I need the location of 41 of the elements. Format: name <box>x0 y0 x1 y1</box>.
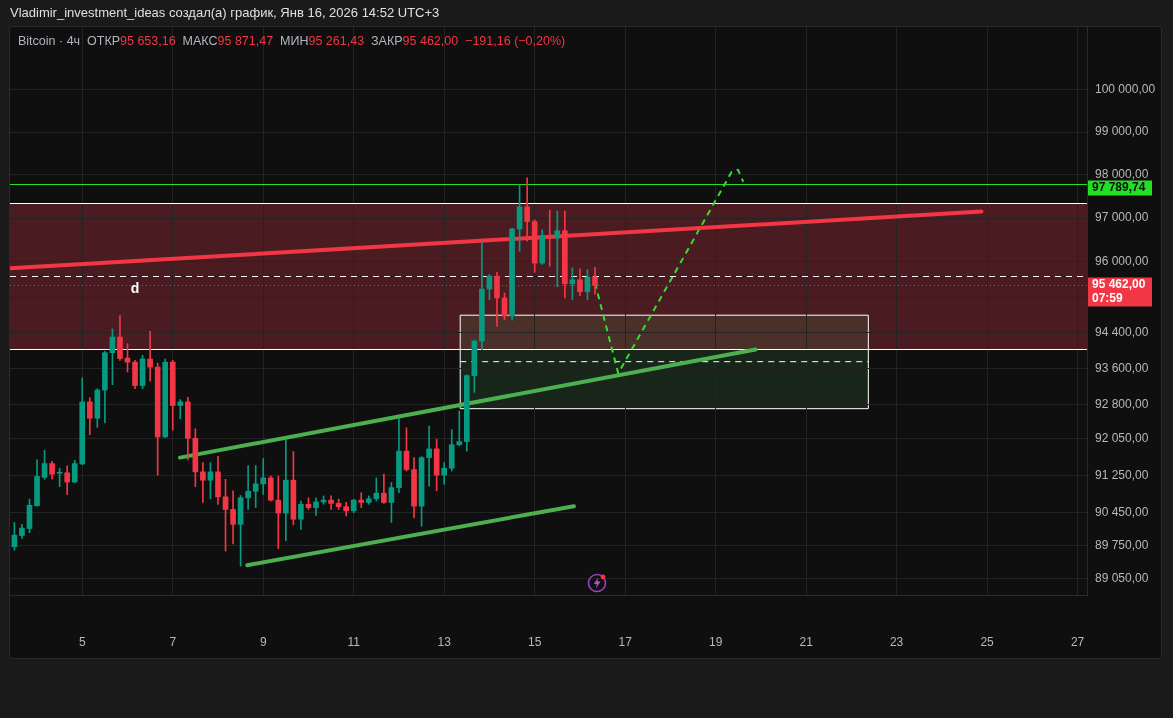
candlestick <box>177 399 184 420</box>
candlestick <box>426 425 432 487</box>
ref-line-label: 95 462,00 07:59 <box>1092 277 1146 306</box>
y-tick-label: 89 750,00 <box>1095 537 1149 552</box>
x-tick-label: 13 <box>437 634 452 649</box>
text: Bitcoin · 4ч ОТКР95 653,16 МАКС95 871,47 МИН95 261,43 ЗАКР95 462,00 −191,16 (−0,20%) <box>18 34 566 48</box>
y-tick-label: 91 250,00 <box>1095 467 1149 482</box>
x-tick-label: 15 <box>528 634 542 649</box>
candlestick <box>260 458 267 495</box>
x-tick-label: 5 <box>78 634 86 649</box>
x-tick-label: 11 <box>347 634 361 649</box>
y-tick-label: 98 000,00 <box>1095 167 1149 182</box>
candlestick <box>245 465 251 510</box>
x-tick-label: 27 <box>1070 634 1085 649</box>
x-tick-label: 9 <box>259 634 267 649</box>
ref-line-label: 97 789,74 <box>1092 180 1146 195</box>
candlestick <box>275 475 282 550</box>
chart-title: Vladimir_investment_ideas создал(а) график, Янв 16, 2026 14:52 UTC+3 <box>10 5 440 20</box>
x-tick-label: 17 <box>618 634 633 649</box>
y-tick-label: 94 400,00 <box>1095 324 1149 339</box>
x-tick-label: 19 <box>708 634 723 649</box>
candlestick <box>358 492 365 508</box>
line-series <box>594 168 745 375</box>
candlestick <box>200 462 206 503</box>
x-tick-label: 25 <box>980 634 995 649</box>
y-tick-label: 93 600,00 <box>1095 360 1149 375</box>
y-tick-label: 97 000,00 <box>1095 210 1149 225</box>
candlestick <box>252 465 259 508</box>
y-tick-label: 99 000,00 <box>1095 124 1149 139</box>
y-tick-label: 96 000,00 <box>1095 254 1149 269</box>
x-tick-label: 23 <box>889 634 904 649</box>
candlestick <box>147 330 153 382</box>
y-tick-label: 89 050,00 <box>1095 570 1149 585</box>
y-tick-label: 90 450,00 <box>1095 504 1149 519</box>
candlestick <box>554 210 561 288</box>
y-tick-label: 92 800,00 <box>1095 396 1149 411</box>
x-tick-label: 7 <box>169 634 177 649</box>
annotation: d <box>130 280 140 297</box>
x-tick-label: 21 <box>799 634 814 649</box>
y-tick-label: 92 050,00 <box>1095 431 1149 446</box>
y-tick-label: 100 000,00 <box>1095 82 1156 97</box>
